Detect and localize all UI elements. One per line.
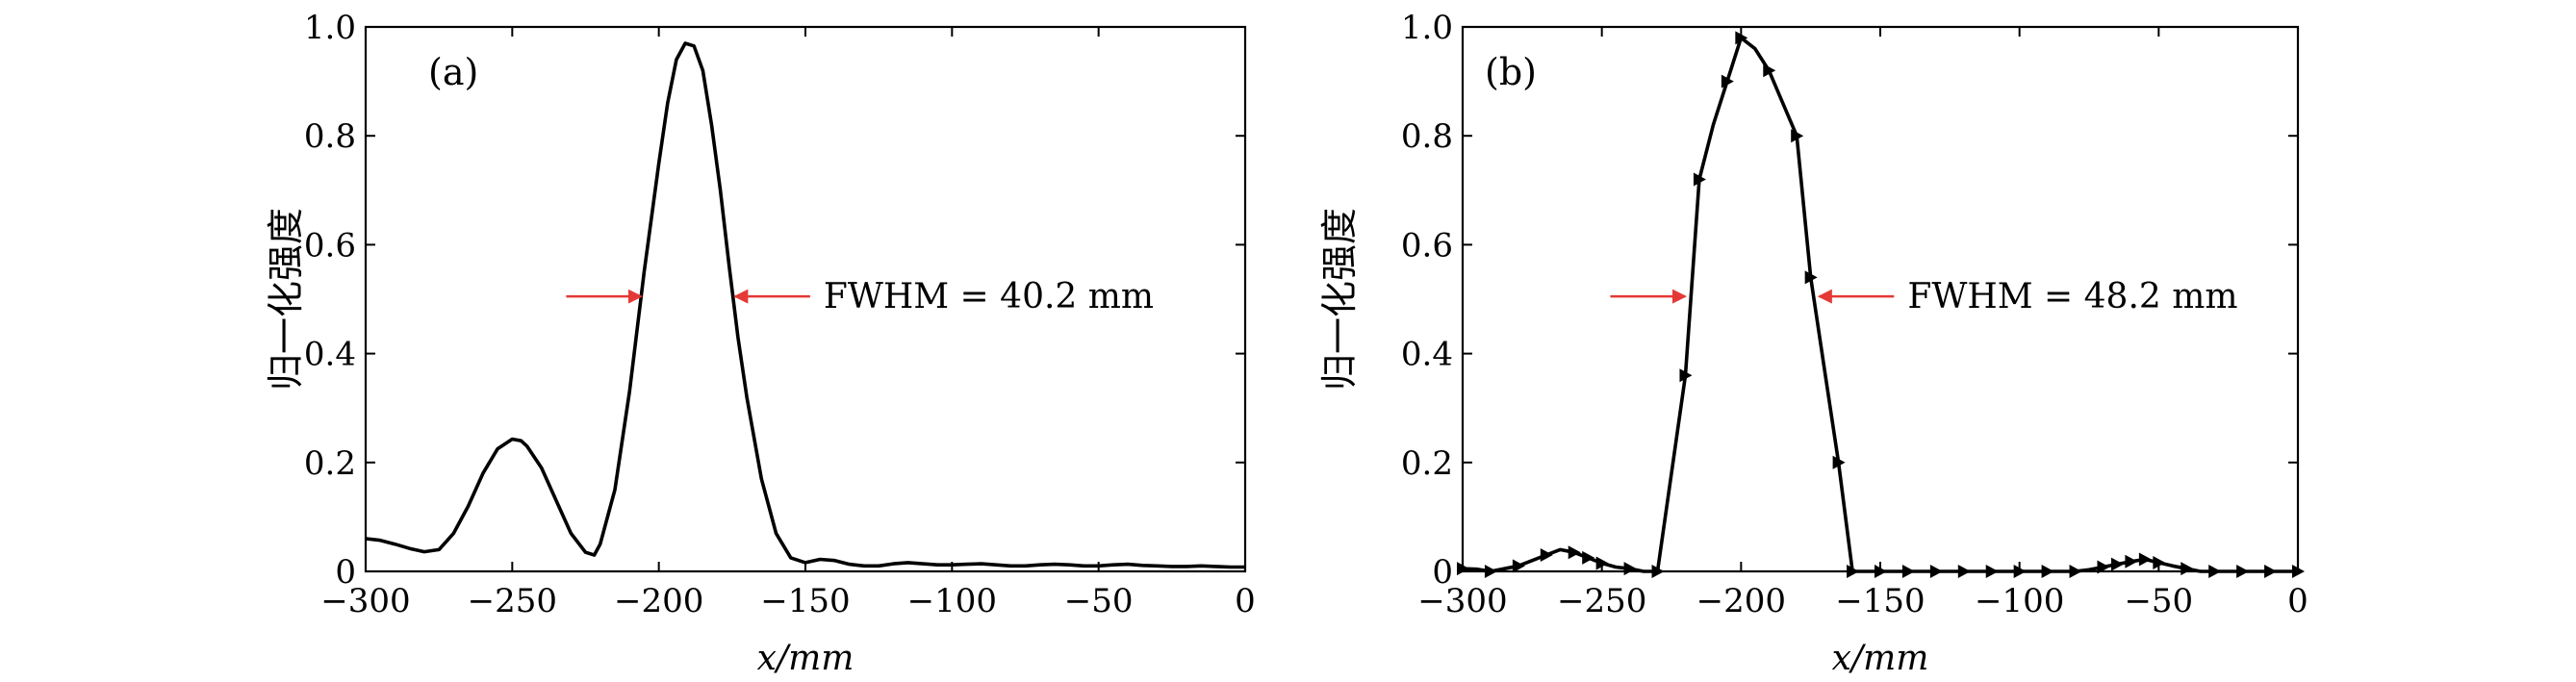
x-axis-ticks-a: −300 −250 −200 −150 −100 −50 0 bbox=[320, 27, 1256, 620]
data-point-marker bbox=[1957, 565, 1971, 578]
data-point-marker bbox=[2125, 554, 2138, 568]
data-point-marker bbox=[2181, 562, 2194, 576]
x-tick-label: −200 bbox=[614, 582, 703, 620]
data-point-marker bbox=[2138, 552, 2152, 567]
y-tick-label: 0.4 bbox=[304, 336, 356, 374]
data-point-marker bbox=[1901, 565, 1915, 578]
x-tick-label: −50 bbox=[2124, 582, 2193, 620]
data-point-marker bbox=[1791, 129, 1804, 143]
data-point-marker bbox=[2208, 565, 2222, 578]
y-tick-label: 0 bbox=[1432, 553, 1453, 592]
data-point-marker bbox=[1832, 455, 1846, 469]
data-point-marker bbox=[1693, 172, 1706, 187]
x-tick-label: −150 bbox=[760, 582, 850, 620]
y-axis-label-b: 归一化强度 bbox=[1318, 208, 1361, 391]
y-tick-label: 0 bbox=[335, 553, 356, 592]
y-tick-label: 1.0 bbox=[1401, 9, 1453, 47]
x-tick-label: −300 bbox=[320, 582, 410, 620]
data-point-marker bbox=[1457, 562, 1469, 576]
y-tick-label: 0.6 bbox=[304, 226, 356, 265]
data-point-marker bbox=[1847, 565, 1860, 578]
data-point-marker bbox=[2153, 555, 2166, 569]
x-tick-label: −250 bbox=[468, 582, 557, 620]
data-point-marker bbox=[1763, 63, 1776, 78]
data-point-marker bbox=[1540, 548, 1553, 563]
x-axis-label-b: x/mm bbox=[1832, 639, 1929, 678]
series-line-a bbox=[365, 41, 1245, 569]
x-tick-label: −200 bbox=[1696, 582, 1786, 620]
data-point-marker bbox=[2236, 565, 2250, 578]
data-point-marker bbox=[2110, 557, 2124, 571]
fwhm-annotation-b: FWHM = 48.2 mm bbox=[1907, 277, 2237, 316]
x-tick-label: 0 bbox=[1235, 582, 1256, 620]
x-tick-label: 0 bbox=[2287, 582, 2308, 620]
y-tick-label: 0.8 bbox=[1401, 117, 1453, 156]
x-axis-ticks-b: −300 −250 −200 −150 −100 −50 0 bbox=[1417, 27, 2308, 620]
data-point-marker bbox=[2097, 560, 2110, 574]
y-axis-ticks-a: 0 0.2 0.4 0.6 0.8 1.0 bbox=[304, 9, 1245, 592]
data-point-marker bbox=[1484, 565, 1497, 578]
x-tick-label: −250 bbox=[1557, 582, 1646, 620]
data-point-marker bbox=[2264, 565, 2278, 578]
data-point-marker bbox=[1804, 270, 1818, 285]
data-point-marker bbox=[1985, 565, 1999, 578]
data-point-marker bbox=[1929, 565, 1943, 578]
y-tick-label: 0.2 bbox=[304, 444, 356, 483]
x-tick-label: −100 bbox=[907, 582, 997, 620]
y-tick-label: 1.0 bbox=[304, 9, 356, 47]
data-point-marker bbox=[1735, 31, 1748, 45]
data-point-marker bbox=[1651, 565, 1665, 578]
data-point-marker bbox=[2069, 565, 2082, 578]
data-point-marker bbox=[1582, 550, 1595, 565]
fwhm-annotation-a: FWHM = 40.2 mm bbox=[824, 277, 1154, 316]
data-point-marker bbox=[1875, 565, 1887, 578]
panel-label-b: (b) bbox=[1485, 51, 1537, 93]
y-tick-label: 0.4 bbox=[1401, 336, 1453, 374]
data-point-marker bbox=[1512, 559, 1525, 573]
data-point-marker bbox=[1568, 545, 1581, 560]
y-axis-label-a: 归一化强度 bbox=[265, 208, 307, 391]
data-point-marker bbox=[2292, 565, 2305, 578]
data-point-marker bbox=[2013, 565, 2027, 578]
y-axis-ticks-b: 0 0.2 0.4 0.6 0.8 1.0 bbox=[1401, 9, 2298, 592]
data-point-marker bbox=[1623, 562, 1637, 576]
panel-label-a: (a) bbox=[428, 51, 478, 93]
x-tick-label: −150 bbox=[1835, 582, 1925, 620]
x-axis-label-a: x/mm bbox=[757, 639, 854, 678]
data-point-marker bbox=[2041, 565, 2054, 578]
chart-panel-a: 0 0.2 0.4 0.6 0.8 1.0 −300 −250 −200 −150 −100 −50… bbox=[265, 9, 1256, 678]
y-tick-label: 0.8 bbox=[304, 117, 356, 156]
y-tick-label: 0.6 bbox=[1401, 226, 1453, 265]
data-point-marker bbox=[1595, 556, 1609, 570]
y-tick-label: 0.2 bbox=[1401, 444, 1453, 483]
x-tick-label: −100 bbox=[1975, 582, 2064, 620]
x-tick-label: −50 bbox=[1064, 582, 1134, 620]
series-markers-b bbox=[1457, 31, 2305, 578]
data-point-marker bbox=[1679, 368, 1693, 383]
chart-panel-b: 0 0.2 0.4 0.6 0.8 1.0 −300 −250 −200 −150 −100 −50… bbox=[1318, 9, 2308, 678]
x-tick-label: −300 bbox=[1417, 582, 1507, 620]
data-point-marker bbox=[1721, 74, 1734, 88]
